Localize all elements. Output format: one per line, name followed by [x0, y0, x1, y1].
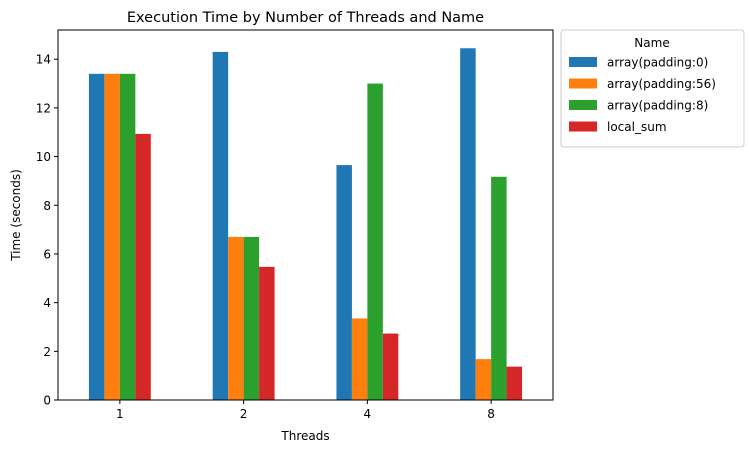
- bar-array(padding:8)-threads-2: [243, 236, 260, 400]
- bar-local_sum-threads-1: [135, 133, 151, 400]
- x-tick-label: 4: [364, 407, 372, 421]
- legend: Name array(padding:0) array(padding:56) ar…: [560, 29, 745, 148]
- bar-array(padding:56)-threads-2: [228, 236, 244, 400]
- plot-frame: [57, 29, 554, 401]
- x-tick-label: 1: [116, 407, 124, 421]
- y-tick-label: 6: [43, 247, 51, 261]
- bar-array(padding:0)-threads-8: [460, 48, 476, 400]
- y-axis-title: Time (seconds): [9, 169, 23, 262]
- legend-title: Name: [634, 36, 669, 50]
- y-tick-label: 10: [36, 150, 51, 164]
- legend-swatch: [569, 78, 597, 89]
- y-tick-label: 12: [36, 101, 51, 115]
- bar-array(padding:8)-threads-8: [491, 176, 507, 400]
- legend-label: local_sum: [607, 120, 667, 134]
- chart-title: Execution Time by Number of Threads and …: [127, 10, 484, 26]
- bar-array(padding:56)-threads-4: [351, 318, 368, 400]
- x-tick-label: 2: [240, 407, 248, 421]
- bar-local_sum-threads-2: [259, 266, 275, 400]
- bar-array(padding:8)-threads-1: [119, 73, 136, 400]
- legend-label: array(padding:8): [607, 99, 708, 113]
- bar-array(padding:0)-threads-2: [212, 51, 229, 400]
- bar-array(padding:56)-threads-1: [104, 73, 120, 400]
- legend-swatch: [569, 100, 597, 110]
- bar-local_sum-threads-4: [382, 333, 399, 400]
- legend-swatch: [569, 121, 597, 132]
- legend-label: array(padding:56): [607, 77, 716, 91]
- legend-swatch: [569, 57, 597, 67]
- legend-frame: [560, 29, 745, 148]
- y-tick-label: 2: [43, 345, 51, 359]
- y-axis: 0 2 4 6 8 10 12 14: [36, 53, 58, 408]
- plot-area: [88, 48, 523, 401]
- x-axis: 1 2 4 8: [116, 400, 495, 421]
- legend-label: array(padding:0): [607, 56, 708, 70]
- bar-array(padding:8)-threads-4: [367, 83, 383, 401]
- bar-array(padding:0)-threads-4: [336, 165, 352, 400]
- y-tick-label: 4: [43, 296, 51, 310]
- x-axis-title: Threads: [280, 429, 329, 443]
- bar-local_sum-threads-8: [506, 366, 523, 400]
- y-tick-label: 0: [43, 394, 51, 408]
- bar-array(padding:0)-threads-1: [88, 73, 105, 400]
- x-tick-label: 8: [487, 407, 495, 421]
- y-tick-label: 8: [43, 199, 51, 213]
- y-tick-label: 14: [36, 53, 51, 67]
- bar-array(padding:56)-threads-8: [475, 359, 492, 400]
